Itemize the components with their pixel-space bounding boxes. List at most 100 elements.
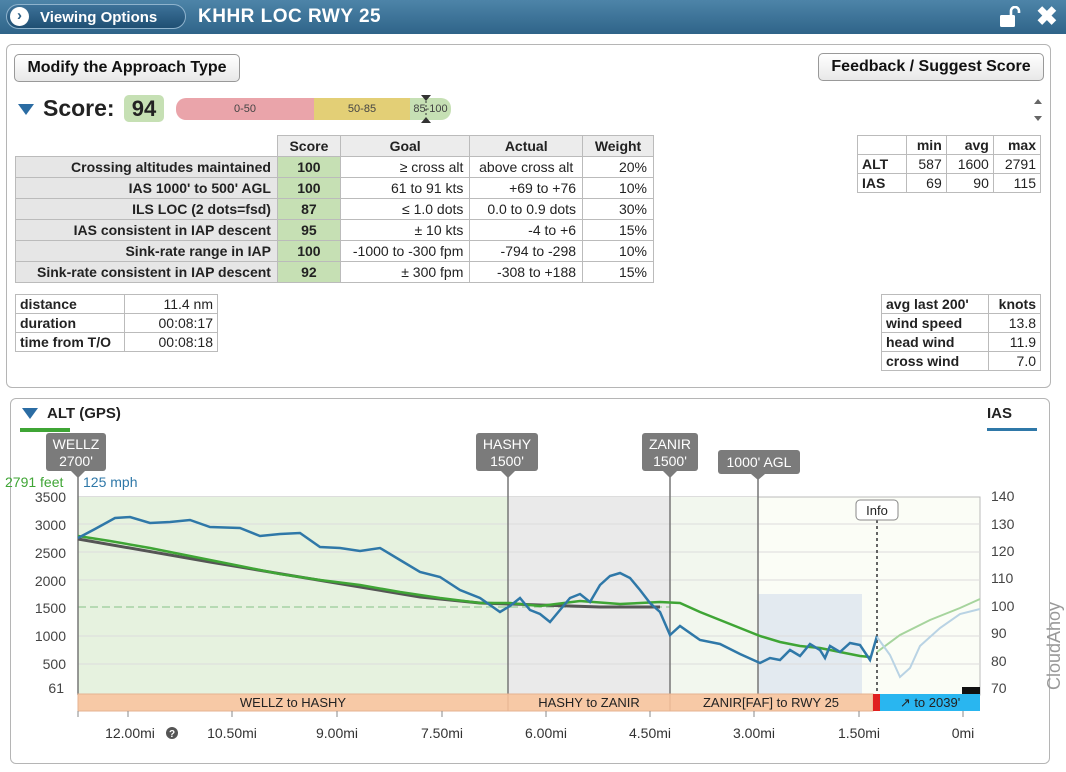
alt-series-extension: [876, 598, 981, 653]
title-bar: › Viewing Options KHHR LOC RWY 25 ✖: [0, 0, 1066, 34]
alt-series-line: [77, 534, 871, 659]
table-row: Sink-rate consistent in IAP descent 92 ±…: [15, 261, 654, 283]
fix-callout-1000agl: 1000' AGL: [718, 450, 800, 480]
score-marker-icon: [421, 95, 431, 123]
svg-text:WELLZ: WELLZ: [53, 436, 100, 452]
ias-series-line: [77, 515, 879, 665]
minmax-table: min avg max ALT 587 1600 2791 IAS 69 90 …: [857, 135, 1042, 193]
chevron-right-icon: ›: [10, 7, 29, 26]
left-tick: 1000: [35, 628, 66, 644]
collapse-triangle-icon[interactable]: [18, 104, 34, 115]
table-row: Sink-rate range in IAP 100 -1000 to -300…: [15, 240, 654, 262]
left-tick: 1500: [35, 600, 66, 616]
right-tick: 110: [991, 570, 1014, 586]
table-row: cross wind 7.0: [881, 351, 1041, 371]
close-icon[interactable]: ✖: [1036, 1, 1058, 31]
left-tick: 500: [43, 656, 67, 672]
alt-ias-chart[interactable]: WELLZ to HASHY HASHY to ZANIR ZANIR[FAF]…: [0, 430, 1066, 770]
ias-series-extension: [876, 608, 981, 679]
modify-approach-button[interactable]: Modify the Approach Type: [14, 54, 240, 82]
ias-series-title[interactable]: IAS: [987, 405, 1013, 422]
segment-label-zanir: ZANIR[FAF] to RWY 25: [703, 695, 839, 710]
segment-bar-end-marker: [962, 687, 980, 694]
unlock-icon[interactable]: [998, 6, 1022, 28]
svg-text:?: ?: [169, 729, 175, 740]
left-tick: 2000: [35, 573, 66, 589]
approach-title: KHHR LOC RWY 25: [198, 6, 382, 27]
table-row: distance 11.4 nm: [15, 294, 218, 314]
right-tick: 80: [991, 653, 1007, 669]
score-value: 94: [124, 95, 164, 122]
segment-bar-missed: [880, 694, 980, 711]
col-weight: Weight: [582, 135, 654, 157]
right-tick: 100: [991, 598, 1015, 614]
left-tick: 3000: [35, 517, 66, 533]
svg-text:ZANIR: ZANIR: [649, 436, 691, 452]
table-row: IAS 1000' to 500' AGL 100 61 to 91 kts +…: [15, 177, 654, 199]
scale-band-low: 0-50: [176, 98, 314, 120]
feedback-button[interactable]: Feedback / Suggest Score: [818, 53, 1044, 81]
viewing-options-button[interactable]: › Viewing Options: [6, 4, 186, 29]
info-button: Info: [855, 499, 899, 521]
svg-text:Info: Info: [866, 503, 888, 518]
col-score: Score: [276, 135, 341, 157]
right-tick: 70: [991, 680, 1007, 696]
right-tick: 140: [991, 488, 1015, 504]
score-label: Score:: [43, 95, 115, 121]
scroll-up-icon: [1034, 99, 1042, 104]
segment-shade-zanir: [670, 497, 758, 695]
segment-label-hashy: HASHY to ZANIR: [538, 695, 640, 710]
ias-legend-swatch: [987, 428, 1037, 431]
table-row: head wind 11.9: [881, 332, 1041, 352]
chart-collapse-triangle-icon[interactable]: [22, 408, 38, 419]
x-tick: 7.50mi: [421, 725, 463, 741]
table-row: IAS 69 90 115: [857, 173, 1042, 193]
table-row: wind speed 13.8: [881, 313, 1041, 333]
metrics-table: Score Goal Actual Weight Crossing altitu…: [15, 135, 654, 283]
col-goal: Goal: [339, 135, 471, 157]
left-tick: 3500: [35, 489, 66, 505]
svg-text:1000' AGL: 1000' AGL: [727, 454, 792, 470]
left-tick: 2500: [35, 545, 66, 561]
viewing-options-label: Viewing Options: [40, 9, 158, 26]
x-tick: 1.50mi: [838, 725, 880, 741]
x-tick: 10.50mi: [207, 725, 257, 741]
fix-callout-zanir: ZANIR 1500': [642, 433, 698, 478]
svg-text:1500': 1500': [653, 453, 687, 469]
x-tick: 9.00mi: [316, 725, 358, 741]
left-tick: 61: [48, 680, 64, 696]
fix-callout-hashy: HASHY 1500': [476, 433, 538, 478]
ias-readout: 125 mph: [83, 474, 138, 490]
col-actual: Actual: [469, 135, 584, 157]
segment-label-missed: ↗ to 2039': [900, 695, 960, 710]
table-row: ALT 587 1600 2791: [857, 154, 1042, 174]
flight-stats-table: distance 11.4 nm duration 00:08:17 time …: [15, 294, 218, 352]
x-tick: 12.00mi: [105, 725, 155, 741]
alt-series-title[interactable]: ALT (GPS): [47, 405, 121, 422]
segment-shade-wellz: [78, 497, 508, 695]
scale-band-mid: 50-85: [314, 98, 410, 120]
scroll-down-icon: [1034, 116, 1042, 121]
scale-band-high: 85-100: [410, 98, 451, 120]
segment-bar-threshold: [873, 694, 880, 711]
alt-legend-swatch: [20, 428, 70, 432]
segment-shade-hashy: [508, 497, 670, 695]
wind-table: avg last 200' knots wind speed 13.8 head…: [881, 294, 1041, 371]
table-row: IAS consistent in IAP descent 95 ± 10 kt…: [15, 219, 654, 241]
alt-readout: 2791 feet: [5, 474, 64, 490]
fix-callout-wellz: WELLZ 2700': [46, 433, 106, 478]
x-tick: 6.00mi: [525, 725, 567, 741]
right-tick: 120: [991, 543, 1015, 559]
x-tick: 0mi: [952, 725, 975, 741]
svg-text:1500': 1500': [490, 453, 524, 469]
panel-scrollbar[interactable]: [1030, 94, 1046, 126]
x-tick: 3.00mi: [733, 725, 775, 741]
cloudahoy-watermark: CloudAhoy: [1044, 602, 1064, 690]
grid-lines: [78, 523, 980, 665]
right-tick: 90: [991, 625, 1007, 641]
table-row: ILS LOC (2 dots=fsd) 87 ≤ 1.0 dots 0.0 t…: [15, 198, 654, 220]
help-icon: ?: [166, 727, 178, 740]
svg-text:HASHY: HASHY: [483, 436, 532, 452]
table-row: time from T/O 00:08:18: [15, 332, 218, 352]
svg-text:2700': 2700': [59, 453, 93, 469]
